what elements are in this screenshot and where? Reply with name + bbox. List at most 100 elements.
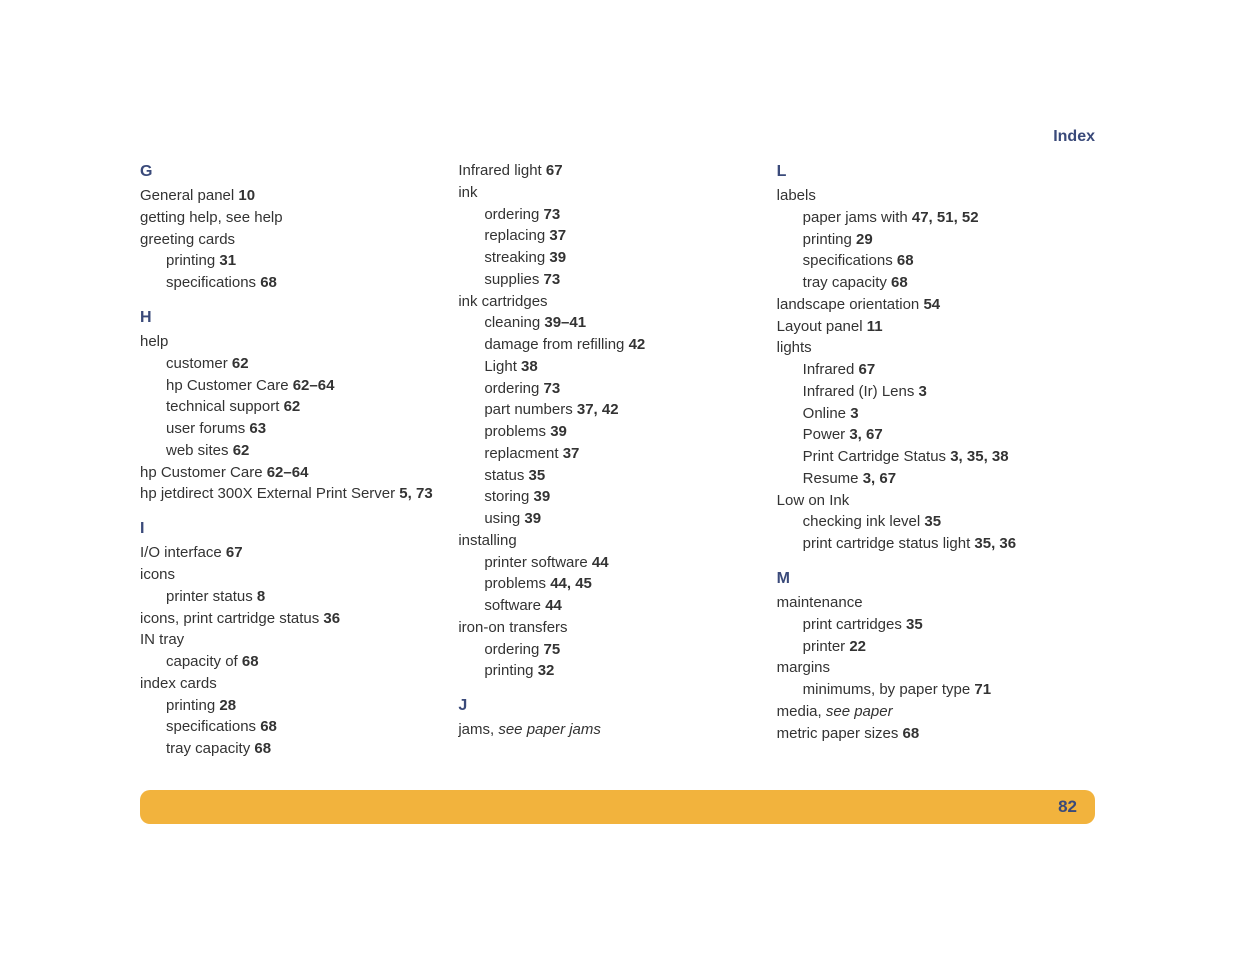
index-entry: Online 3 [777, 403, 1085, 425]
index-entry-pages: 68 [260, 718, 277, 735]
index-entry: printing 29 [777, 229, 1085, 251]
index-entry-text: status [484, 467, 528, 484]
index-entry-text: hp Customer Care [140, 464, 267, 481]
index-entry-text: print cartridges [803, 616, 906, 633]
index-entry-pages: 44 [545, 597, 562, 614]
index-entry-pages: 39 [534, 488, 551, 505]
index-entry-pages: 75 [544, 641, 561, 658]
index-entry-text: Online [803, 405, 851, 422]
index-entry-pages: 35, 36 [974, 535, 1016, 552]
index-entry-text: specifications [803, 252, 897, 269]
index-entry: labels [777, 185, 1085, 207]
index-entry-pages: 71 [974, 681, 991, 698]
index-entry: landscape orientation 54 [777, 294, 1085, 316]
index-entry-text: ordering [484, 380, 543, 397]
index-entry-pages: 38 [521, 358, 538, 375]
index-entry-text: help [140, 333, 168, 350]
index-entry: printing 28 [140, 695, 448, 717]
index-entry: Infrared (Ir) Lens 3 [777, 381, 1085, 403]
index-columns: GGeneral panel 10getting help, see helpg… [140, 160, 1095, 760]
index-entry: Infrared 67 [777, 359, 1085, 381]
index-entry-text: streaking [484, 249, 549, 266]
index-entry-pages: 63 [249, 420, 266, 437]
index-entry-pages: 29 [856, 231, 873, 248]
index-entry-pages: 31 [219, 252, 236, 269]
index-entry: printer software 44 [458, 552, 766, 574]
index-entry-pages: 35 [906, 616, 923, 633]
index-entry-pages: 44, 45 [550, 575, 592, 592]
index-entry-pages: 11 [867, 318, 883, 335]
index-entry-text: minimums, by paper type [803, 681, 975, 698]
index-entry: replacing 37 [458, 225, 766, 247]
index-entry-text: problems [484, 575, 550, 592]
index-entry: ink [458, 182, 766, 204]
index-entry-see: see paper jams [498, 721, 601, 738]
index-entry-text: Print Cartridge Status [803, 448, 951, 465]
index-entry: Low on Ink [777, 490, 1085, 512]
index-entry-text: print cartridge status light [803, 535, 975, 552]
index-entry: ordering 73 [458, 204, 766, 226]
index-entry: media, see paper [777, 701, 1085, 723]
index-entry: index cards [140, 673, 448, 695]
index-entry: ordering 75 [458, 639, 766, 661]
index-entry: technical support 62 [140, 396, 448, 418]
index-entry-text: printing [166, 697, 219, 714]
index-entry-text: Resume [803, 470, 863, 487]
index-entry-text: checking ink level [803, 513, 925, 530]
index-entry: storing 39 [458, 486, 766, 508]
index-entry: hp jetdirect 300X External Print Server … [140, 483, 448, 505]
index-entry: Resume 3, 67 [777, 468, 1085, 490]
index-entry: hp Customer Care 62–64 [140, 375, 448, 397]
index-entry-text: installing [458, 532, 516, 549]
index-entry-pages: 67 [226, 544, 243, 561]
index-entry-text: replacing [484, 227, 549, 244]
index-entry: specifications 68 [777, 250, 1085, 272]
index-letter-heading: L [777, 160, 1085, 183]
index-entry-text: hp jetdirect 300X External Print Server [140, 485, 399, 502]
index-entry-pages: 28 [219, 697, 236, 714]
index-entry: iron-on transfers [458, 617, 766, 639]
index-entry-pages: 39 [524, 510, 541, 527]
index-column: Infrared light 67inkordering 73replacing… [458, 160, 776, 760]
index-letter-heading: M [777, 567, 1085, 590]
index-entry-text: using [484, 510, 524, 527]
index-entry-text: iron-on transfers [458, 619, 567, 636]
index-entry: paper jams with 47, 51, 52 [777, 207, 1085, 229]
index-entry-pages: 68 [897, 252, 914, 269]
index-entry: Layout panel 11 [777, 316, 1085, 338]
index-entry: General panel 10 [140, 185, 448, 207]
index-entry-text: ordering [484, 641, 543, 658]
index-entry: specifications 68 [140, 716, 448, 738]
index-entry-pages: 36 [323, 610, 340, 627]
index-entry-pages: 68 [254, 740, 271, 757]
index-entry-pages: 67 [859, 361, 876, 378]
index-letter-heading: H [140, 306, 448, 329]
index-page: Index GGeneral panel 10getting help, see… [0, 0, 1235, 954]
index-entry-pages: 8 [257, 588, 265, 605]
index-entry-text: printer status [166, 588, 257, 605]
index-entry-pages: 37 [563, 445, 580, 462]
index-entry: print cartridges 35 [777, 614, 1085, 636]
index-entry: tray capacity 68 [140, 738, 448, 760]
index-entry-text: capacity of [166, 653, 242, 670]
index-entry-pages: 62 [284, 398, 301, 415]
index-entry-pages: 37, 42 [577, 401, 619, 418]
index-entry-text: icons, print cartridge status [140, 610, 323, 627]
index-entry: streaking 39 [458, 247, 766, 269]
index-letter-heading: I [140, 517, 448, 540]
index-entry-text: Layout panel [777, 318, 867, 335]
index-entry-pages: 42 [629, 336, 646, 353]
index-entry-pages: 3, 35, 38 [950, 448, 1008, 465]
index-entry-pages: 47, 51, 52 [912, 209, 979, 226]
index-entry-see: see paper [826, 703, 893, 720]
index-entry-text: General panel [140, 187, 238, 204]
index-entry: capacity of 68 [140, 651, 448, 673]
index-entry: checking ink level 35 [777, 511, 1085, 533]
index-entry: software 44 [458, 595, 766, 617]
page-header-title: Index [1053, 128, 1095, 146]
index-entry-text: jams, [458, 721, 498, 738]
index-entry-pages: 3 [919, 383, 927, 400]
footer-bar: 82 [140, 790, 1095, 824]
index-entry: Light 38 [458, 356, 766, 378]
index-entry-text: printing [484, 662, 537, 679]
